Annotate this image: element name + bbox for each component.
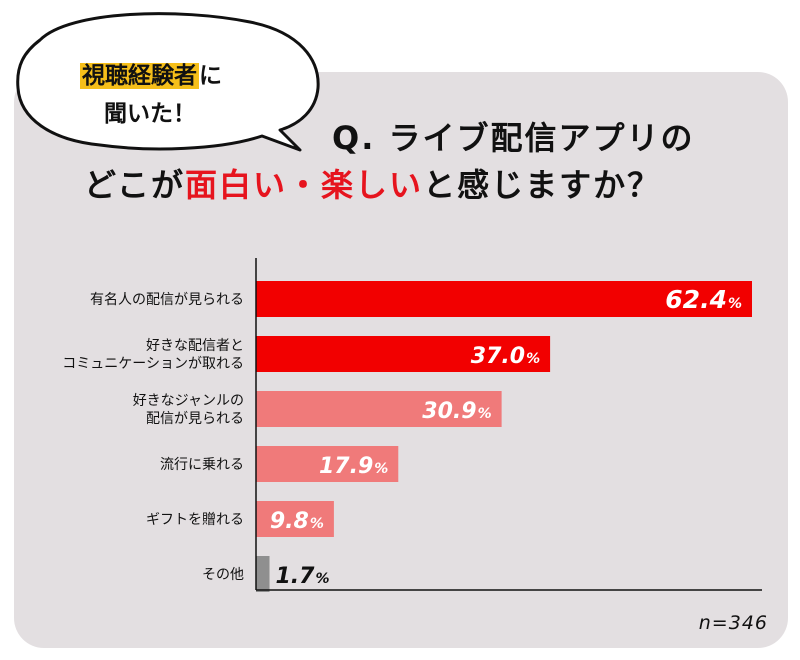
title-highlight: 面白い・楽しい xyxy=(185,166,424,204)
bar-3 xyxy=(256,391,502,427)
bar-5 xyxy=(256,501,334,537)
value-label: 62.4% xyxy=(665,285,742,314)
category-label: 好きなジャンルの xyxy=(133,393,244,409)
bubble-highlight: 視聴経験者 xyxy=(80,63,199,89)
category-label: 流行に乗れる xyxy=(160,457,244,473)
question-title-line-2: どこが面白い・楽しいと感じますか？ xyxy=(84,160,661,206)
bar-6 xyxy=(256,556,270,592)
value-label: 17.9% xyxy=(319,454,388,479)
bar-4 xyxy=(256,446,399,482)
sample-size-label: n=346 xyxy=(698,612,768,634)
bubble-line-1: 視聴経験者に xyxy=(80,56,222,90)
value-label: 30.9% xyxy=(422,399,491,424)
title-part-a: どこが xyxy=(84,166,186,204)
value-label: 37.0% xyxy=(471,344,540,369)
value-label: 1.7% xyxy=(276,564,330,589)
bubble-line-2: 聞いた！ xyxy=(104,101,196,127)
category-label: 配信が見られる xyxy=(146,411,244,427)
title-part-b: と感じますか？ xyxy=(423,166,662,204)
category-label: 好きな配信者と xyxy=(146,338,244,354)
question-title-line-1: Q. ライブ配信アプリの xyxy=(332,119,695,157)
bar-2 xyxy=(256,336,551,372)
category-label: 有名人の配信が見られる xyxy=(90,292,244,308)
category-label: ギフトを贈れる xyxy=(146,512,244,528)
category-label: コミュニケーションが取れる xyxy=(62,356,244,372)
bar-1 xyxy=(256,281,752,317)
value-label: 9.8% xyxy=(270,509,324,534)
category-label: その他 xyxy=(202,567,244,583)
bubble-line-1-suffix: に xyxy=(199,63,222,89)
